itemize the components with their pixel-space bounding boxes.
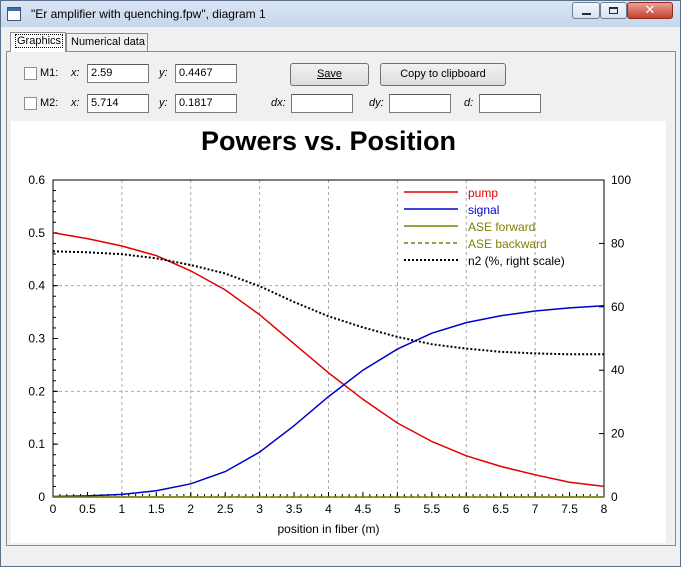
legend-label-2: ASE forward <box>468 220 535 234</box>
legend-label-3: ASE backward <box>468 237 547 251</box>
x-tick-label: 0 <box>50 502 57 516</box>
close-icon: ✕ <box>644 3 656 18</box>
x-tick-label: 5.5 <box>423 502 440 516</box>
y-tick-label: 0.2 <box>28 384 45 398</box>
m1-y-label: y: <box>159 67 168 79</box>
close-button[interactable]: ✕ <box>627 2 673 19</box>
x-tick-label: 6.5 <box>492 502 509 516</box>
m2-y-field[interactable]: 0.1817 <box>175 94 237 113</box>
y2-tick-label: 100 <box>611 173 631 187</box>
x-tick-label: 4 <box>325 502 332 516</box>
m1-label: M1: <box>40 67 59 79</box>
copy-button-label: Copy to clipboard <box>400 68 486 80</box>
minimize-icon <box>582 13 591 15</box>
x-tick-label: 1.5 <box>148 502 165 516</box>
m1-x-field[interactable]: 2.59 <box>87 64 149 83</box>
save-button-label: Save <box>316 68 343 80</box>
dy-label: dy: <box>369 97 384 109</box>
m2-x-field[interactable]: 5.714 <box>87 94 149 113</box>
x-tick-label: 3 <box>256 502 263 516</box>
powers-chart: Powers vs. Position 0 0.1 0.2 0.3 0.4 0.5 0.6 0 2… <box>28 126 631 536</box>
chart-area[interactable]: Powers vs. Position 0 0.1 0.2 0.3 0.4 0.5 0.6 0 2… <box>11 121 666 543</box>
x-tick-label: 4.5 <box>355 502 372 516</box>
tab-numerical-data[interactable]: Numerical data <box>66 33 148 51</box>
y-tick-label: 0.1 <box>28 437 45 451</box>
x-tick-label: 7.5 <box>561 502 578 516</box>
x-axis-label: position in fiber (m) <box>277 522 379 536</box>
app-icon[interactable] <box>7 7 21 21</box>
x-tick-label: 0.5 <box>79 502 96 516</box>
y2-tick-label: 80 <box>611 236 625 250</box>
dy-field[interactable] <box>389 94 451 113</box>
legend-label-1: signal <box>468 203 499 217</box>
copy-to-clipboard-button[interactable]: Copy to clipboard <box>380 63 506 86</box>
x-tick-label: 8 <box>601 502 608 516</box>
y-tick-label: 0.5 <box>28 226 45 240</box>
title-bar[interactable]: "Er amplifier with quenching.fpw", diagr… <box>1 1 680 27</box>
d-field[interactable] <box>479 94 541 113</box>
m2-x-label: x: <box>71 97 80 109</box>
chart-title: Powers vs. Position <box>201 126 456 156</box>
tab-graphics[interactable]: Graphics <box>10 32 66 52</box>
x-tick-label: 1 <box>119 502 126 516</box>
m1-x-label: x: <box>71 67 80 79</box>
y-tick-label: 0 <box>38 490 45 504</box>
dx-label: dx: <box>271 97 286 109</box>
m1-y-field[interactable]: 0.4467 <box>175 64 237 83</box>
maximize-button[interactable] <box>600 2 627 19</box>
maximize-icon <box>609 7 618 14</box>
y2-tick-label: 60 <box>611 300 625 314</box>
x-tick-label: 7 <box>532 502 539 516</box>
save-button[interactable]: Save <box>290 63 369 86</box>
y-tick-label: 0.6 <box>28 173 45 187</box>
series-line-1 <box>52 304 605 498</box>
x-tick-label: 6 <box>463 502 470 516</box>
dx-field[interactable] <box>291 94 353 113</box>
window-title: "Er amplifier with quenching.fpw", diagr… <box>31 7 266 21</box>
x-tick-label: 3.5 <box>286 502 303 516</box>
m2-y-label: y: <box>159 97 168 109</box>
series-line-0 <box>52 232 605 488</box>
legend-label-0: pump <box>468 186 498 200</box>
tab-numerical-data-label: Numerical data <box>71 36 145 48</box>
y2-tick-label: 0 <box>611 490 618 504</box>
x-tick-label: 2 <box>187 502 194 516</box>
x-tick-label: 5 <box>394 502 401 516</box>
series-line-4 <box>52 250 604 356</box>
y-tick-label: 0.4 <box>28 279 45 293</box>
legend-label-4: n2 (%, right scale) <box>468 254 565 268</box>
minimize-button[interactable] <box>572 2 600 19</box>
m2-checkbox[interactable] <box>24 97 37 110</box>
y-tick-label: 0.3 <box>28 332 45 346</box>
m2-label: M2: <box>40 97 59 109</box>
m1-checkbox[interactable] <box>24 67 37 80</box>
d-label: d: <box>464 97 474 109</box>
y2-tick-label: 20 <box>611 427 625 441</box>
x-tick-label: 2.5 <box>217 502 234 516</box>
tab-graphics-label: Graphics <box>15 34 64 48</box>
y2-tick-label: 40 <box>611 363 625 377</box>
